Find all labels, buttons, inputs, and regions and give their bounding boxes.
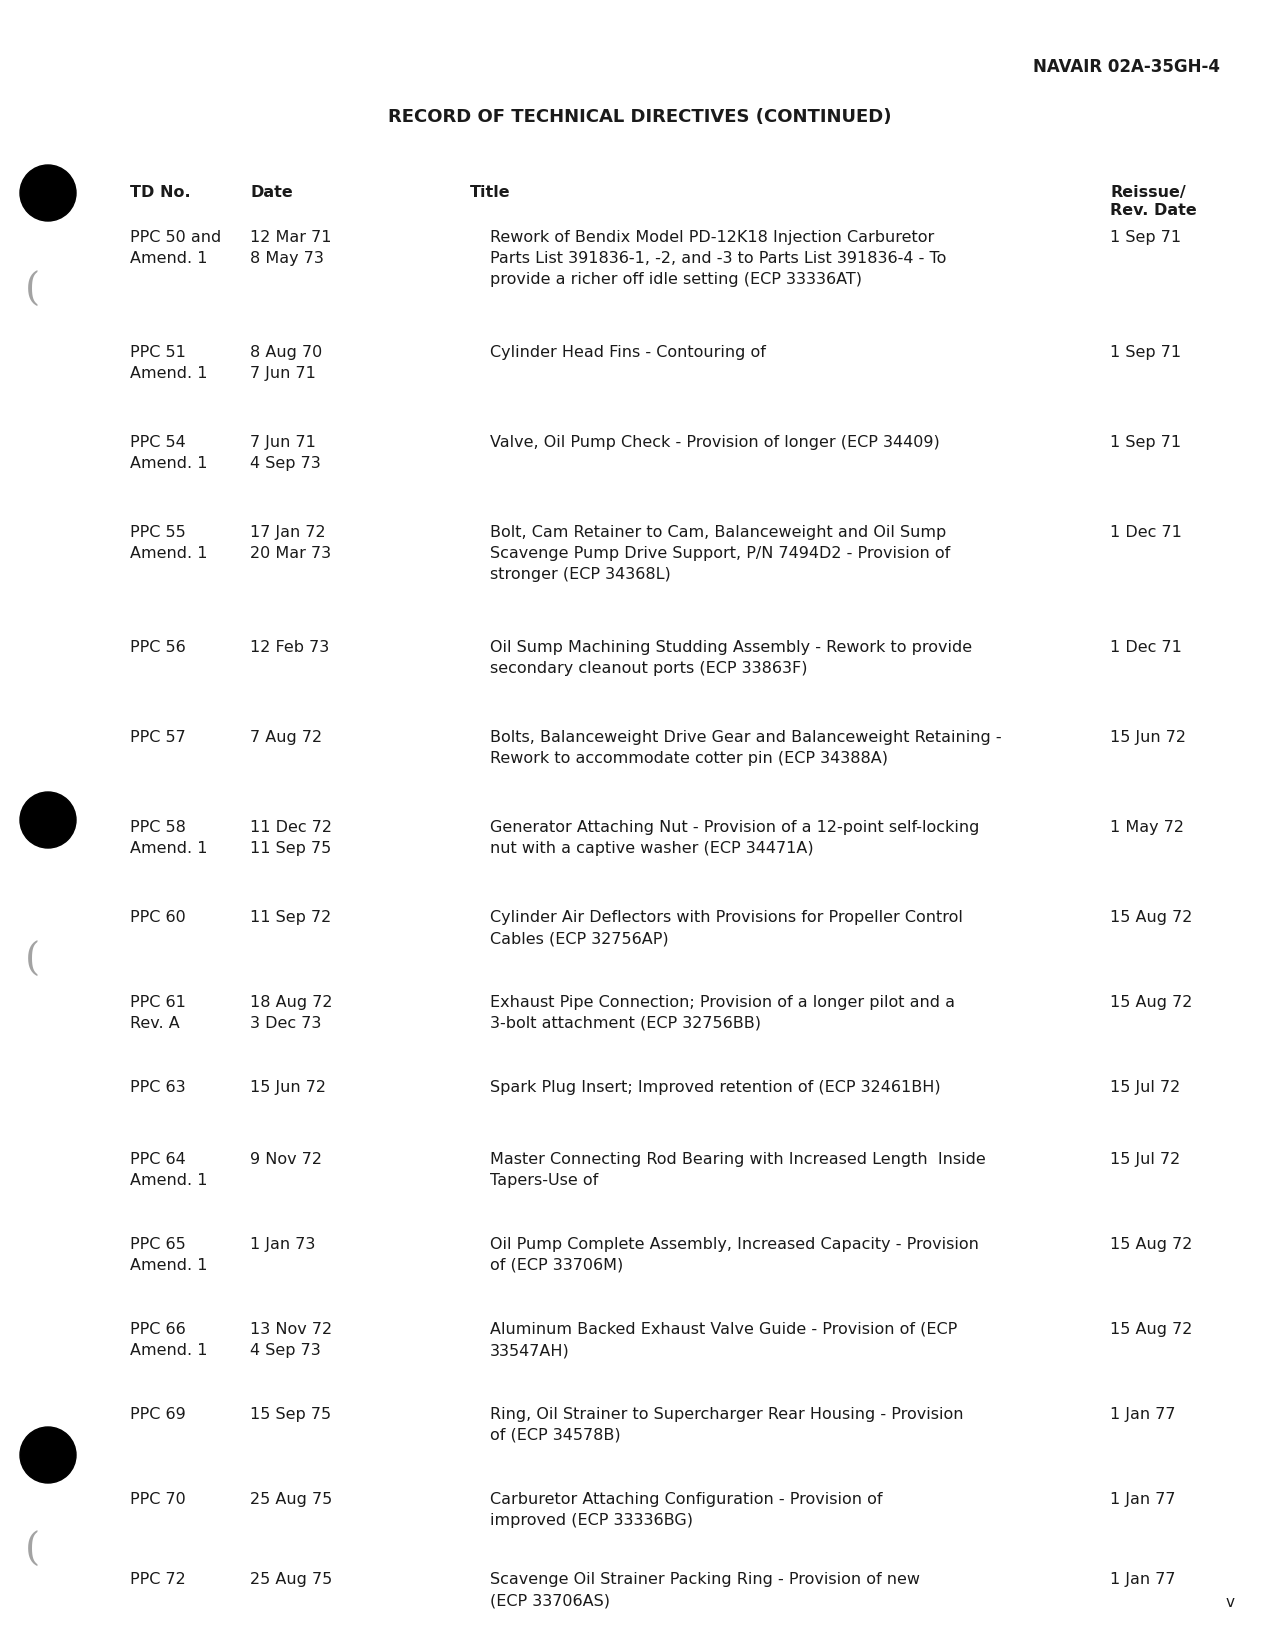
Text: PPC 65
Amend. 1: PPC 65 Amend. 1 (131, 1237, 207, 1273)
Text: 1 Dec 71: 1 Dec 71 (1110, 525, 1181, 540)
Text: (: ( (24, 942, 40, 978)
Text: PPC 61
Rev. A: PPC 61 Rev. A (131, 995, 186, 1031)
Text: Master Connecting Rod Bearing with Increased Length  Inside
Tapers-Use of: Master Connecting Rod Bearing with Incre… (490, 1151, 986, 1187)
Text: 8 Aug 70
7 Jun 71: 8 Aug 70 7 Jun 71 (250, 344, 323, 380)
Text: PPC 58
Amend. 1: PPC 58 Amend. 1 (131, 820, 207, 856)
Text: Valve, Oil Pump Check - Provision of longer (ECP 34409): Valve, Oil Pump Check - Provision of lon… (490, 435, 940, 450)
Text: 18 Aug 72
3 Dec 73: 18 Aug 72 3 Dec 73 (250, 995, 333, 1031)
Text: 15 Aug 72: 15 Aug 72 (1110, 911, 1193, 926)
Text: (: ( (24, 1532, 40, 1568)
Text: 7 Jun 71
4 Sep 73: 7 Jun 71 4 Sep 73 (250, 435, 321, 471)
Text: Cylinder Air Deflectors with Provisions for Propeller Control
Cables (ECP 32756A: Cylinder Air Deflectors with Provisions … (490, 911, 963, 945)
Text: 15 Aug 72: 15 Aug 72 (1110, 995, 1193, 1010)
Text: TD No.: TD No. (131, 184, 191, 199)
Text: 1 Dec 71: 1 Dec 71 (1110, 641, 1181, 656)
Text: 9 Nov 72: 9 Nov 72 (250, 1151, 323, 1168)
Text: 11 Dec 72
11 Sep 75: 11 Dec 72 11 Sep 75 (250, 820, 332, 856)
Text: v: v (1226, 1594, 1235, 1611)
Text: Rework of Bendix Model PD-12K18 Injection Carburetor
Parts List 391836-1, -2, an: Rework of Bendix Model PD-12K18 Injectio… (490, 231, 946, 287)
Text: 13 Nov 72
4 Sep 73: 13 Nov 72 4 Sep 73 (250, 1323, 332, 1359)
Text: 15 Aug 72: 15 Aug 72 (1110, 1323, 1193, 1337)
Text: Reissue/: Reissue/ (1110, 184, 1185, 199)
Circle shape (20, 792, 76, 848)
Text: PPC 72: PPC 72 (131, 1571, 186, 1588)
Text: 12 Feb 73: 12 Feb 73 (250, 641, 329, 656)
Text: (: ( (24, 272, 40, 308)
Text: 1 Jan 77: 1 Jan 77 (1110, 1571, 1175, 1588)
Text: Aluminum Backed Exhaust Valve Guide - Provision of (ECP
33547AH): Aluminum Backed Exhaust Valve Guide - Pr… (490, 1323, 957, 1359)
Text: 15 Aug 72: 15 Aug 72 (1110, 1237, 1193, 1252)
Text: 15 Jul 72: 15 Jul 72 (1110, 1151, 1180, 1168)
Text: PPC 69: PPC 69 (131, 1407, 186, 1421)
Text: Date: Date (250, 184, 293, 199)
Text: PPC 66
Amend. 1: PPC 66 Amend. 1 (131, 1323, 207, 1359)
Text: 17 Jan 72
20 Mar 73: 17 Jan 72 20 Mar 73 (250, 525, 332, 562)
Text: PPC 70: PPC 70 (131, 1492, 186, 1507)
Text: Ring, Oil Strainer to Supercharger Rear Housing - Provision
of (ECP 34578B): Ring, Oil Strainer to Supercharger Rear … (490, 1407, 964, 1443)
Text: Exhaust Pipe Connection; Provision of a longer pilot and a
3-bolt attachment (EC: Exhaust Pipe Connection; Provision of a … (490, 995, 955, 1031)
Text: 15 Sep 75: 15 Sep 75 (250, 1407, 332, 1421)
Text: 11 Sep 72: 11 Sep 72 (250, 911, 332, 926)
Text: Spark Plug Insert; Improved retention of (ECP 32461BH): Spark Plug Insert; Improved retention of… (490, 1080, 941, 1095)
Text: 15 Jun 72: 15 Jun 72 (1110, 730, 1187, 744)
Text: 7 Aug 72: 7 Aug 72 (250, 730, 323, 744)
Text: 25 Aug 75: 25 Aug 75 (250, 1492, 333, 1507)
Text: Bolt, Cam Retainer to Cam, Balanceweight and Oil Sump
Scavenge Pump Drive Suppor: Bolt, Cam Retainer to Cam, Balanceweight… (490, 525, 950, 581)
Text: 15 Jun 72: 15 Jun 72 (250, 1080, 326, 1095)
Text: Bolts, Balanceweight Drive Gear and Balanceweight Retaining -
Rework to accommod: Bolts, Balanceweight Drive Gear and Bala… (490, 730, 1002, 766)
Text: PPC 56: PPC 56 (131, 641, 186, 656)
Text: PPC 60: PPC 60 (131, 911, 186, 926)
Text: Cylinder Head Fins - Contouring of: Cylinder Head Fins - Contouring of (490, 344, 765, 361)
Text: PPC 55
Amend. 1: PPC 55 Amend. 1 (131, 525, 207, 562)
Text: 1 Sep 71: 1 Sep 71 (1110, 231, 1181, 245)
Text: Carburetor Attaching Configuration - Provision of
improved (ECP 33336BG): Carburetor Attaching Configuration - Pro… (490, 1492, 882, 1528)
Text: 1 Jan 73: 1 Jan 73 (250, 1237, 315, 1252)
Text: PPC 50 and
Amend. 1: PPC 50 and Amend. 1 (131, 231, 221, 267)
Text: Oil Sump Machining Studding Assembly - Rework to provide
secondary cleanout port: Oil Sump Machining Studding Assembly - R… (490, 641, 972, 675)
Text: 1 Sep 71: 1 Sep 71 (1110, 344, 1181, 361)
Text: NAVAIR 02A-35GH-4: NAVAIR 02A-35GH-4 (1033, 58, 1220, 76)
Text: Rev. Date: Rev. Date (1110, 203, 1197, 217)
Text: Oil Pump Complete Assembly, Increased Capacity - Provision
of (ECP 33706M): Oil Pump Complete Assembly, Increased Ca… (490, 1237, 979, 1273)
Text: 1 Sep 71: 1 Sep 71 (1110, 435, 1181, 450)
Text: Generator Attaching Nut - Provision of a 12-point self-locking
nut with a captiv: Generator Attaching Nut - Provision of a… (490, 820, 979, 856)
Text: 1 May 72: 1 May 72 (1110, 820, 1184, 835)
Text: RECORD OF TECHNICAL DIRECTIVES (CONTINUED): RECORD OF TECHNICAL DIRECTIVES (CONTINUE… (388, 109, 892, 127)
Text: Title: Title (470, 184, 511, 199)
Text: PPC 54
Amend. 1: PPC 54 Amend. 1 (131, 435, 207, 471)
Text: PPC 57: PPC 57 (131, 730, 186, 744)
Text: 15 Jul 72: 15 Jul 72 (1110, 1080, 1180, 1095)
Text: Scavenge Oil Strainer Packing Ring - Provision of new
(ECP 33706AS): Scavenge Oil Strainer Packing Ring - Pro… (490, 1571, 920, 1607)
Circle shape (20, 1426, 76, 1482)
Text: PPC 63: PPC 63 (131, 1080, 186, 1095)
Text: 25 Aug 75: 25 Aug 75 (250, 1571, 333, 1588)
Text: PPC 51
Amend. 1: PPC 51 Amend. 1 (131, 344, 207, 380)
Text: PPC 64
Amend. 1: PPC 64 Amend. 1 (131, 1151, 207, 1187)
Text: 1 Jan 77: 1 Jan 77 (1110, 1492, 1175, 1507)
Circle shape (20, 165, 76, 221)
Text: 12 Mar 71
8 May 73: 12 Mar 71 8 May 73 (250, 231, 332, 267)
Text: 1 Jan 77: 1 Jan 77 (1110, 1407, 1175, 1421)
